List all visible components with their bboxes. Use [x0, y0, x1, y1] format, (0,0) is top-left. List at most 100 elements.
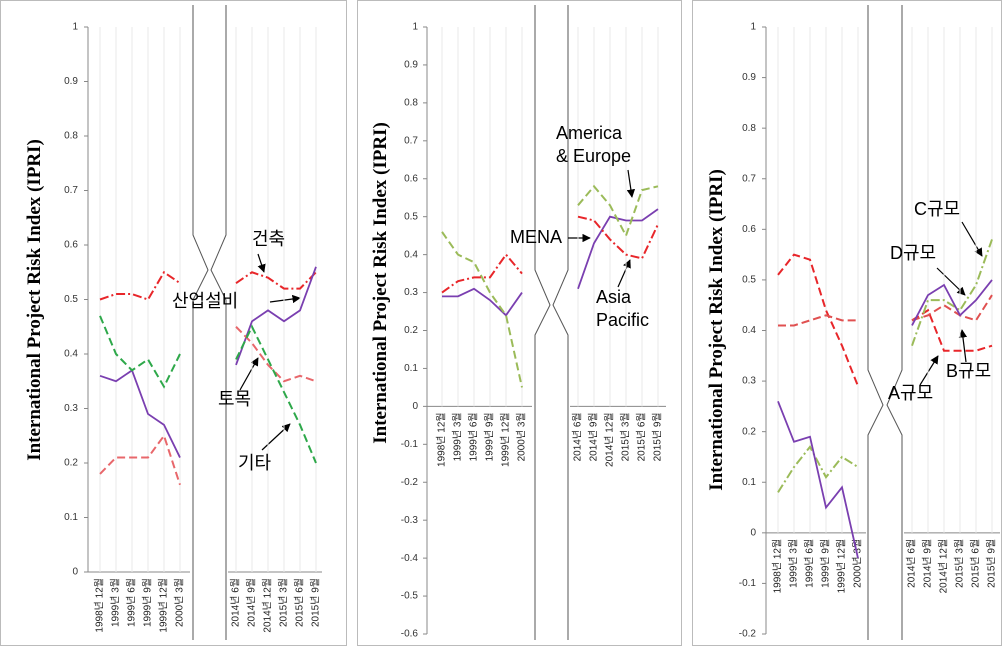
x-tick-label: 2015년 6월 — [636, 412, 648, 461]
x-tick-label: 2014년 6월 — [230, 578, 242, 627]
annotation: 산업설비 — [172, 291, 239, 311]
axis-breaks — [192, 5, 903, 640]
x-tick-label: 2015년 6월 — [970, 539, 982, 588]
x-tick-label: 1999년 12월 — [500, 412, 512, 467]
arrow — [936, 267, 966, 296]
y-tick-label: 0.5 — [742, 275, 756, 286]
arrow — [958, 329, 968, 363]
y-tick-label: 0.8 — [64, 131, 78, 142]
y-tick-label: 0 — [750, 527, 756, 538]
y-tick-label: -0.2 — [739, 629, 757, 640]
y-tick-label: 0.2 — [742, 426, 756, 437]
x-tick-label: 2015년 9월 — [986, 539, 998, 588]
series-line — [911, 294, 993, 322]
series-line — [911, 308, 993, 352]
x-tick-label: 1999년 9월 — [142, 578, 154, 627]
y-tick-label: 0.1 — [64, 512, 78, 523]
x-tick-label: 2014년 6월 — [572, 412, 584, 461]
annotation: 기타 — [238, 453, 272, 473]
x-tick-label: 2015년 9월 — [310, 578, 322, 627]
x-tick-label: 2014년 9월 — [922, 539, 934, 588]
x-tick-label: 1999년 9월 — [484, 412, 496, 461]
series-line — [235, 271, 317, 290]
y-tick-label: 0.5 — [404, 211, 418, 222]
y-tick-label: 0.2 — [404, 325, 418, 336]
x-tick-label: 2014년 9월 — [246, 578, 258, 627]
x-tick-label: 1999년 6월 — [468, 412, 480, 461]
x-tick-label: 2015년 3월 — [278, 578, 290, 627]
series-line — [577, 184, 659, 239]
y-tick-label: -0.4 — [401, 553, 419, 564]
x-tick-label: 1999년 6월 — [126, 578, 138, 627]
series-line — [235, 324, 317, 464]
y-tick-label: 0.7 — [64, 185, 78, 196]
y-tick-label: -0.1 — [739, 578, 757, 589]
x-tick-label: 2014년 12월 — [938, 539, 950, 594]
y-tick-label: 0.2 — [64, 458, 78, 469]
arrow — [617, 259, 631, 288]
arrow — [961, 221, 983, 257]
x-tick-label: 2000년 3월 — [852, 539, 864, 588]
x-tick-label: 1999년 12월 — [836, 539, 848, 594]
x-tick-label: 2014년 12월 — [262, 578, 274, 633]
annotation: D규모 — [890, 243, 937, 263]
y-tick-label: 0.1 — [404, 363, 418, 374]
series-line — [778, 314, 858, 327]
y-tick-label: 0.7 — [742, 173, 756, 184]
series-line — [441, 231, 523, 388]
annotation: Asia Pacific — [596, 287, 650, 330]
y-tick-label: 0 — [72, 567, 78, 578]
series-line — [235, 266, 317, 366]
x-tick-label: 2014년 6월 — [906, 539, 918, 588]
x-tick-label: 2015년 3월 — [954, 539, 966, 588]
x-tick-label: 2014년 9월 — [588, 412, 600, 461]
arrow — [919, 355, 939, 386]
x-tick-label: 1999년 3월 — [110, 578, 122, 627]
arrow — [626, 169, 636, 198]
x-tick-label: 1998년 12월 — [94, 578, 106, 633]
y-tick-label: -0.3 — [401, 515, 419, 526]
series-line — [441, 252, 523, 294]
arrow — [269, 294, 301, 304]
break-line — [867, 5, 884, 640]
y-tick-label: 1 — [412, 22, 418, 33]
annotation: 토목 — [218, 389, 252, 409]
y-tick-label: 0.1 — [742, 477, 756, 488]
y-tick-label: 0.8 — [404, 98, 418, 109]
y-tick-label: 0.8 — [742, 123, 756, 134]
x-tick-label: 1998년 12월 — [772, 539, 784, 594]
y-tick-label: 0.6 — [742, 224, 756, 235]
series-line — [777, 400, 859, 559]
series-line — [442, 287, 523, 317]
break-line — [192, 5, 209, 640]
y-tick-label: -0.1 — [401, 439, 419, 450]
y-tick-label: 0.5 — [64, 294, 78, 305]
x-tick-label: 2014년 12월 — [604, 412, 616, 467]
series-line — [99, 433, 181, 486]
y-tick-label: -0.5 — [401, 591, 419, 602]
y-tick-label: -0.2 — [401, 477, 419, 488]
series-line — [99, 368, 181, 458]
y-tick-label: 1 — [750, 22, 756, 33]
x-tick-label: 1999년 3월 — [452, 412, 464, 461]
y-axis-title: International Project Risk Index (IPRI) — [370, 122, 391, 444]
y-tick-label: 0.4 — [742, 325, 756, 336]
x-tick-label: 2000년 3월 — [516, 412, 528, 461]
annotation: America & Europe — [556, 123, 632, 166]
arrow — [261, 423, 291, 451]
annotation: B규모 — [946, 361, 992, 381]
x-tick-label: 1999년 12월 — [158, 578, 170, 633]
x-tick-label: 1999년 6월 — [804, 539, 816, 588]
y-tick-label: 1 — [72, 22, 78, 33]
y-tick-label: 0.6 — [404, 173, 418, 184]
series-line — [777, 445, 859, 493]
y-tick-label: 0.9 — [64, 76, 78, 87]
break-line — [210, 5, 227, 640]
y-axis-title: International Project Risk Index (IPRI) — [706, 169, 727, 491]
series-line — [235, 326, 317, 383]
series-line — [99, 315, 181, 389]
series-line — [911, 279, 993, 326]
y-tick-label: 0.9 — [404, 60, 418, 71]
y-tick-label: 0.3 — [64, 403, 78, 414]
